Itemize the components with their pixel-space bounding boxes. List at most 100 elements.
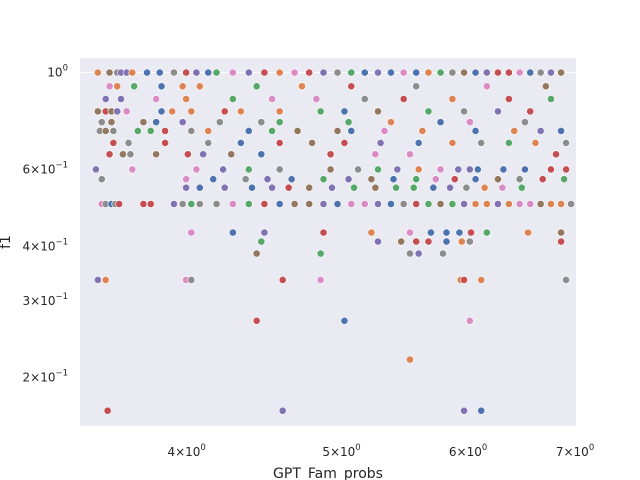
data-point (340, 107, 349, 116)
data-point (326, 150, 335, 159)
data-point (424, 200, 433, 208)
data-point (504, 95, 513, 103)
data-point (460, 200, 468, 208)
data-point (319, 68, 328, 77)
data-point (192, 165, 201, 174)
data-point (494, 68, 502, 77)
data-point (499, 165, 508, 174)
data-point (260, 200, 269, 208)
data-point (305, 68, 314, 77)
data-point (380, 127, 389, 135)
data-point (504, 68, 513, 77)
data-point (101, 127, 110, 135)
data-point (333, 68, 342, 77)
data-point (204, 139, 213, 147)
data-point (195, 183, 204, 192)
data-point (406, 228, 414, 237)
data-point (319, 175, 328, 184)
data-point (143, 68, 151, 77)
data-point (424, 68, 433, 77)
data-point (471, 200, 480, 208)
data-point (465, 316, 474, 325)
data-point (117, 95, 125, 103)
data-point (547, 95, 555, 103)
data-point (460, 275, 468, 284)
data-point (128, 165, 137, 174)
data-point (204, 68, 213, 77)
data-point (152, 95, 161, 103)
data-point (448, 95, 457, 103)
data-point (195, 82, 204, 91)
data-point (192, 68, 201, 77)
data-point (268, 127, 276, 135)
data-point (412, 175, 421, 184)
data-point (275, 139, 284, 147)
data-point (412, 82, 421, 91)
data-point (557, 228, 565, 237)
data-point (319, 200, 328, 208)
data-point (387, 200, 395, 208)
x-tick-label: 7×100 (556, 443, 594, 459)
data-point (473, 165, 482, 174)
data-point (284, 183, 293, 192)
data-point (113, 107, 122, 116)
data-point (436, 68, 445, 77)
data-point (105, 68, 114, 77)
data-point (460, 68, 468, 77)
data-point (316, 275, 325, 284)
data-point (187, 275, 196, 284)
data-point (244, 127, 253, 135)
data-point (161, 139, 169, 147)
data-point (526, 107, 535, 116)
data-point (182, 175, 191, 184)
data-point (187, 127, 196, 135)
data-point (562, 275, 570, 284)
data-point (130, 82, 139, 91)
data-point (122, 107, 131, 116)
data-point (462, 183, 471, 192)
y-tick-label: 100 (47, 64, 68, 80)
data-point (290, 200, 299, 208)
data-point (536, 68, 545, 77)
data-point (436, 118, 445, 127)
data-point (227, 150, 236, 159)
data-point (340, 139, 349, 147)
data-point (152, 118, 161, 127)
data-point (113, 82, 122, 91)
y-axis-label: f1 (0, 235, 14, 249)
y-tick-label: 2×10−1 (23, 369, 69, 385)
data-point (257, 150, 266, 159)
data-point (494, 175, 502, 184)
data-point (287, 175, 296, 184)
data-point (367, 228, 376, 237)
data-point (209, 175, 218, 184)
data-point (541, 82, 550, 91)
x-axis-ticks: 4×100 5×100 6×100 7×100 (167, 443, 594, 459)
data-point (244, 200, 253, 208)
data-point (477, 406, 486, 415)
data-point (482, 68, 491, 77)
plot-background (80, 58, 576, 426)
data-point (275, 118, 284, 127)
data-point (354, 165, 362, 174)
data-point (557, 127, 565, 135)
data-point (220, 183, 229, 192)
data-point (260, 228, 269, 237)
data-point (393, 165, 402, 174)
data-point (418, 127, 427, 135)
data-point (376, 139, 385, 147)
data-point (431, 175, 440, 184)
data-point (183, 150, 192, 159)
data-point (424, 237, 433, 246)
data-point (477, 275, 486, 284)
data-point (387, 118, 395, 127)
data-point (448, 139, 457, 147)
data-point (340, 316, 349, 325)
data-point (494, 200, 502, 208)
data-point (562, 165, 570, 174)
data-point (460, 107, 468, 116)
data-point (275, 165, 284, 174)
data-point (482, 200, 491, 208)
data-point (494, 107, 502, 116)
data-point (350, 183, 358, 192)
